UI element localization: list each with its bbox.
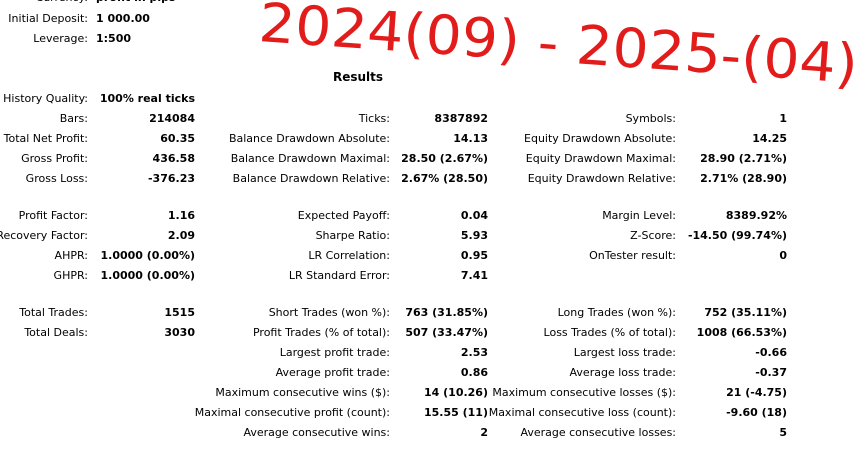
stat-label: Balance Drawdown Absolute: (228, 132, 390, 145)
header-label: Initial Deposit: (8, 11, 88, 25)
stat-value: 100% real ticks (99, 92, 195, 105)
handwritten-annotation: 2024(09) - 2025-(04) (257, 0, 860, 96)
header-value: 1 000.00 (96, 11, 150, 25)
stat-value: 507 (33.47%) (405, 326, 488, 339)
stat-value: 5 (779, 426, 787, 439)
stat-value: 0 (779, 249, 787, 262)
stat-label: Short Trades (won %): (268, 306, 390, 319)
results-title: Results (332, 70, 384, 84)
stat-label: Z-Score: (630, 229, 676, 242)
stat-value: 1.16 (167, 209, 195, 222)
stat-label: Average profit trade: (275, 366, 390, 379)
stat-label: GHPR: (53, 269, 88, 282)
stat-value: -376.23 (147, 172, 195, 185)
stat-label: Balance Drawdown Maximal: (230, 152, 390, 165)
stat-value: 0.86 (460, 366, 488, 379)
stat-label: Expected Payoff: (297, 209, 390, 222)
stat-value: -9.60 (18) (726, 406, 787, 419)
stat-value: 5.93 (460, 229, 488, 242)
stat-value: 21 (-4.75) (726, 386, 787, 399)
stat-value: 1.0000 (0.00%) (100, 249, 196, 262)
stat-value: 3030 (164, 326, 195, 339)
stat-label: Recovery Factor: (0, 229, 88, 242)
stat-value: -0.37 (755, 366, 787, 379)
stat-value: 752 (35.11%) (704, 306, 787, 319)
stat-value: 28.90 (2.71%) (700, 152, 787, 165)
stat-value: 436.58 (152, 152, 195, 165)
stat-label: Bars: (59, 112, 88, 125)
stat-value: 1008 (66.53%) (696, 326, 787, 339)
stat-label: Loss Trades (% of total): (543, 326, 676, 339)
stat-value: 7.41 (460, 269, 488, 282)
stat-value: 0.95 (460, 249, 488, 262)
stat-label: LR Standard Error: (288, 269, 390, 282)
stat-label: Maximal consecutive profit (count): (194, 406, 390, 419)
stat-value: 2.67% (28.50) (401, 172, 488, 185)
stat-value: -14.50 (99.74%) (687, 229, 787, 242)
stat-label: Gross Profit: (21, 152, 88, 165)
stat-label: Maximum consecutive wins ($): (215, 386, 390, 399)
stat-label: OnTester result: (589, 249, 676, 262)
stat-label: Total Deals: (24, 326, 88, 339)
stat-value: 8389.92% (725, 209, 787, 222)
stat-label: History Quality: (3, 92, 88, 105)
stat-label: Maximal consecutive loss (count): (488, 406, 676, 419)
stat-label: Long Trades (won %): (557, 306, 676, 319)
stat-value: 8387892 (434, 112, 488, 125)
stat-label: Maximum consecutive losses ($): (492, 386, 676, 399)
stat-label: Profit Factor: (18, 209, 88, 222)
stat-value: 2.09 (167, 229, 195, 242)
stat-value: -0.66 (755, 346, 787, 359)
stat-label: Largest loss trade: (573, 346, 676, 359)
stat-label: Symbols: (625, 112, 676, 125)
stat-label: Total Net Profit: (3, 132, 88, 145)
stat-label: Equity Drawdown Relative: (527, 172, 676, 185)
header-label: Leverage: (33, 32, 88, 45)
stat-label: Gross Loss: (25, 172, 88, 185)
stat-label: Average consecutive losses: (520, 426, 676, 439)
header-value: 1:500 (96, 32, 132, 45)
stat-label: LR Correlation: (308, 249, 390, 262)
stat-value: 1515 (164, 306, 195, 319)
stat-value: 2.53 (460, 346, 488, 359)
stat-value: 0.04 (460, 209, 488, 222)
stat-value: 1.0000 (0.00%) (100, 269, 196, 282)
header-label: Currency: (36, 0, 88, 5)
stat-label: Average loss trade: (569, 366, 676, 379)
stat-value: 15.55 (11) (424, 406, 488, 419)
stat-label: Sharpe Ratio: (315, 229, 390, 242)
stat-label: AHPR: (54, 249, 88, 262)
stat-label: Profit Trades (% of total): (252, 326, 390, 339)
stat-value: 1 (779, 112, 787, 125)
stat-value: 28.50 (2.67%) (401, 152, 488, 165)
stat-label: Equity Drawdown Maximal: (525, 152, 676, 165)
stat-label: Ticks: (358, 112, 390, 125)
stat-value: 2 (480, 426, 488, 439)
stat-value: 14.25 (752, 132, 787, 145)
stat-value: 2.71% (28.90) (700, 172, 787, 185)
stat-value: 14 (10.26) (424, 386, 488, 399)
stat-label: Equity Drawdown Absolute: (524, 132, 676, 145)
stat-value: 214084 (149, 112, 195, 125)
stat-label: Balance Drawdown Relative: (232, 172, 390, 185)
stat-label: Margin Level: (602, 209, 676, 222)
stat-label: Total Trades: (19, 306, 88, 319)
stat-label: Average consecutive wins: (243, 426, 390, 439)
stat-value: 763 (31.85%) (405, 306, 488, 319)
stat-label: Largest profit trade: (279, 346, 390, 359)
stat-value: 60.35 (160, 132, 195, 145)
stat-value: 14.13 (453, 132, 488, 145)
header-value: profit in pips (96, 0, 176, 5)
